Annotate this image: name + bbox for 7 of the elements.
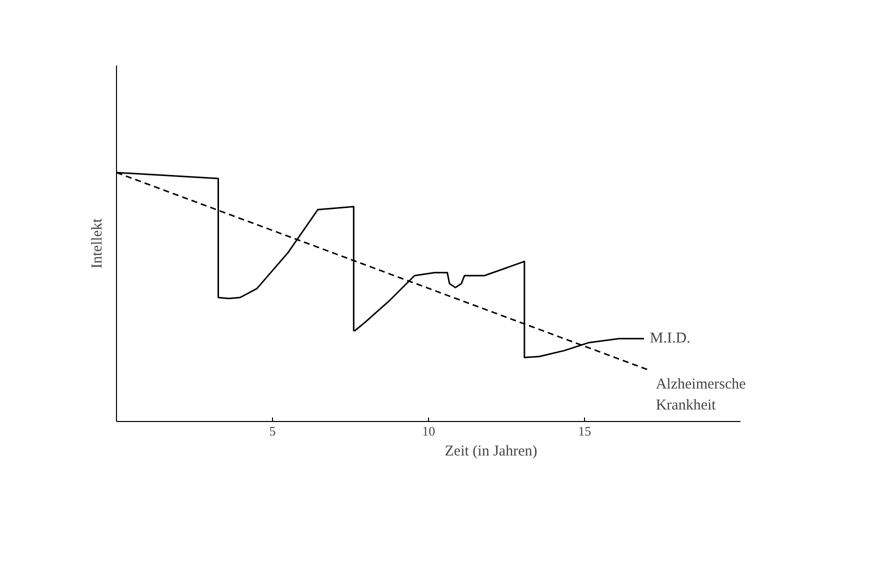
series-label: Alzheimersche Krankheit xyxy=(656,376,746,414)
x-tick-label: 5 xyxy=(269,424,276,438)
y-axis-title: Intellekt xyxy=(90,218,106,268)
series-label: M.I.D. xyxy=(650,330,690,347)
x-tick-label: 10 xyxy=(422,424,436,438)
x-axis-title: Zeit (in Jahren) xyxy=(444,444,538,460)
x-tick-label: 15 xyxy=(578,424,592,438)
